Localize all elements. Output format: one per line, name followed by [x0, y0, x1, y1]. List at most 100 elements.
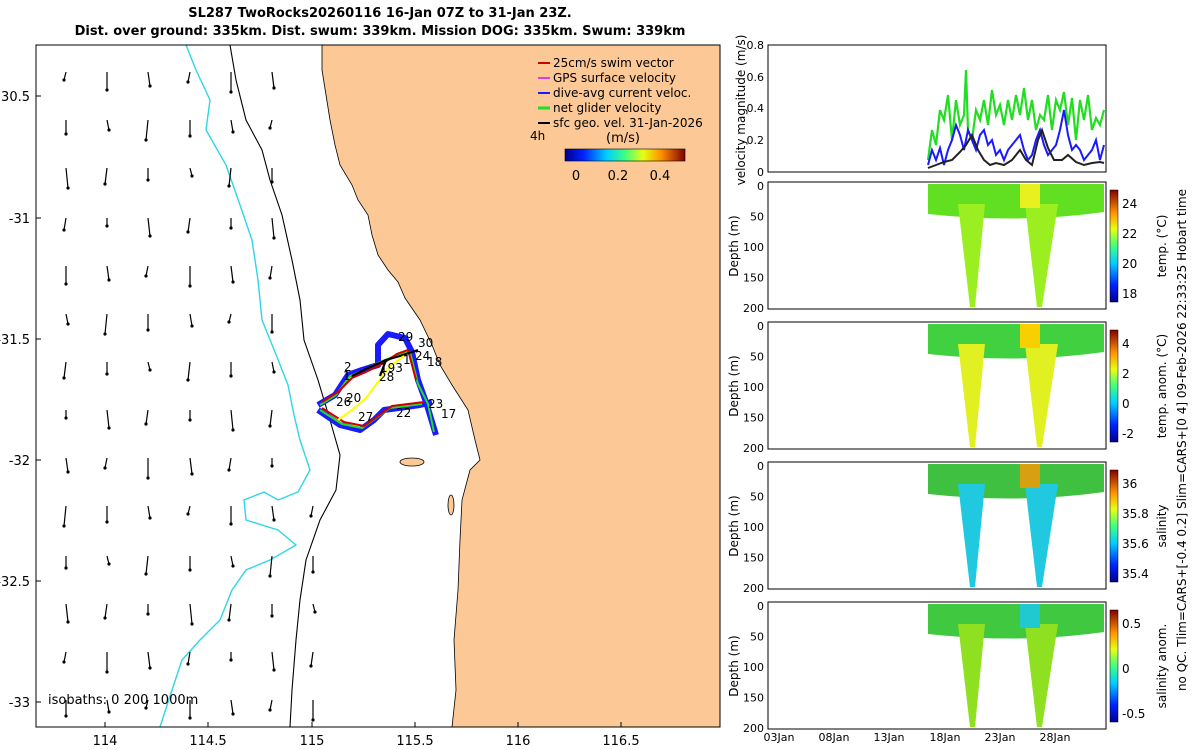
lat-tick: -32.5 [0, 575, 30, 590]
track-day-labels: 29 30 24 18 2 193 1 28 20 26 23 27 22 17… [336, 330, 456, 424]
velocity-arrow [230, 409, 235, 432]
velocity-arrow [188, 700, 192, 720]
lat-tick: 30.5 [1, 90, 30, 105]
velocity-arrow [188, 120, 192, 138]
velocity-arrow [227, 603, 232, 622]
velocity-arrow [147, 71, 152, 88]
velocity-arrow [270, 314, 274, 334]
legend-swim-vector: 25cm/s swim vector [553, 56, 674, 70]
velocity-arrow [147, 361, 152, 372]
velocity-arrow [309, 505, 314, 518]
velocity-arrow [62, 505, 67, 528]
track-swim-vector [321, 349, 425, 427]
track-label: 2 [344, 360, 352, 374]
track-label: 23 [428, 397, 443, 411]
lat-tick: -33 [9, 696, 30, 711]
velocity-arrow [62, 71, 67, 82]
legend-dive-avg: dive-avg current veloc. [553, 86, 691, 100]
track-label: 18 [427, 355, 442, 369]
velocity-arrow [186, 505, 191, 516]
track-label: 20 [346, 391, 361, 405]
velocity-arrow [106, 265, 111, 282]
velocity-arrow [270, 604, 274, 618]
velocity-arrow [186, 361, 191, 382]
velocity-arrow [188, 410, 192, 422]
track-label: 24 [415, 349, 430, 363]
map-lat-ticks: 30.5 -31 -31.5 -32 -32.5 -33 [0, 90, 30, 711]
colorbar-units: (m/s) [606, 131, 640, 146]
rottnest-island [399, 457, 425, 467]
isobath-200m [229, 45, 341, 727]
velocity-arrow [106, 119, 111, 132]
velocity-arrow [144, 119, 149, 142]
velocity-arrow [311, 700, 315, 722]
lon-tick: 115 [300, 734, 325, 749]
glider-track [316, 331, 439, 436]
velocity-arrow [271, 217, 276, 240]
garden-island [447, 494, 455, 516]
lat-tick: -31 [9, 212, 30, 227]
velocity-arrow [271, 71, 276, 90]
track-label: 17 [441, 407, 456, 421]
velocity-arrow [105, 652, 109, 674]
velocity-arrow [230, 119, 235, 134]
map-lon-ticks: 114 114.5 115 115.5 116 116.5 [93, 734, 640, 749]
velocity-arrow [227, 313, 232, 324]
velocity-arrow [146, 314, 150, 332]
velocity-arrow [189, 313, 194, 328]
velocity-arrow [271, 361, 276, 374]
track-label: 28 [379, 370, 394, 384]
velocity-arrow [65, 313, 70, 326]
velocity-arrow [146, 604, 150, 616]
lat-tick: -32 [9, 454, 30, 469]
velocity-arrow [65, 167, 70, 190]
velocity-arrow [64, 266, 68, 286]
velocity-arrow [103, 313, 108, 336]
velocity-arrow [103, 603, 108, 620]
velocity-arrow [268, 699, 273, 712]
velocity-arrow [186, 217, 191, 234]
velocity-arrow [65, 603, 70, 624]
velocity-arrow [188, 266, 192, 288]
track-label: 22 [396, 406, 411, 420]
velocity-arrow [230, 265, 235, 284]
isobaths-label: isobaths: 0 200 1000m [48, 693, 198, 708]
map-tick-marks [36, 95, 622, 727]
velocity-arrow [106, 699, 111, 714]
legend-net-velocity: net glider velocity [553, 101, 661, 115]
lon-tick: 116.5 [602, 734, 639, 749]
velocity-arrow [65, 457, 70, 474]
velocity-arrow [229, 218, 233, 230]
velocity-arrow [146, 168, 150, 182]
velocity-arrow [147, 217, 152, 238]
velocity-arrow [64, 120, 68, 136]
velocity-arrow [189, 603, 194, 626]
velocity-arrow [64, 410, 68, 420]
velocity-arrow [312, 603, 317, 614]
velocity-arrow [229, 72, 233, 94]
velocity-arrow [64, 556, 68, 570]
velocity-arrow [230, 699, 235, 716]
velocity-arrow [311, 556, 315, 574]
velocity-arrow [106, 555, 111, 566]
surface-current-vectors [62, 71, 317, 722]
velocity-arrow [229, 362, 233, 378]
figure-title: SL287 TwoRocks20260116 16-Jan 07Z to 31-… [0, 6, 760, 39]
legend-gps-velocity: GPS surface velocity [553, 71, 676, 85]
velocity-arrow [268, 409, 273, 428]
velocity-arrow [103, 457, 108, 470]
colorbar-tick: 0.4 [650, 169, 671, 184]
velocity-arrow [268, 555, 273, 578]
velocity-arrow [271, 651, 276, 672]
lon-tick: 115.5 [396, 734, 433, 749]
velocity-arrow [105, 362, 109, 376]
velocity-arrow [144, 555, 149, 576]
map-frame [35, 44, 721, 728]
velocity-arrow [271, 505, 276, 522]
velocity-arrow [189, 457, 194, 476]
velocity-arrow [144, 265, 149, 278]
velocity-arrow [268, 265, 273, 280]
speed-colorbar [564, 148, 686, 162]
lon-tick: 114 [93, 734, 118, 749]
lon-tick: 114.5 [189, 734, 226, 749]
